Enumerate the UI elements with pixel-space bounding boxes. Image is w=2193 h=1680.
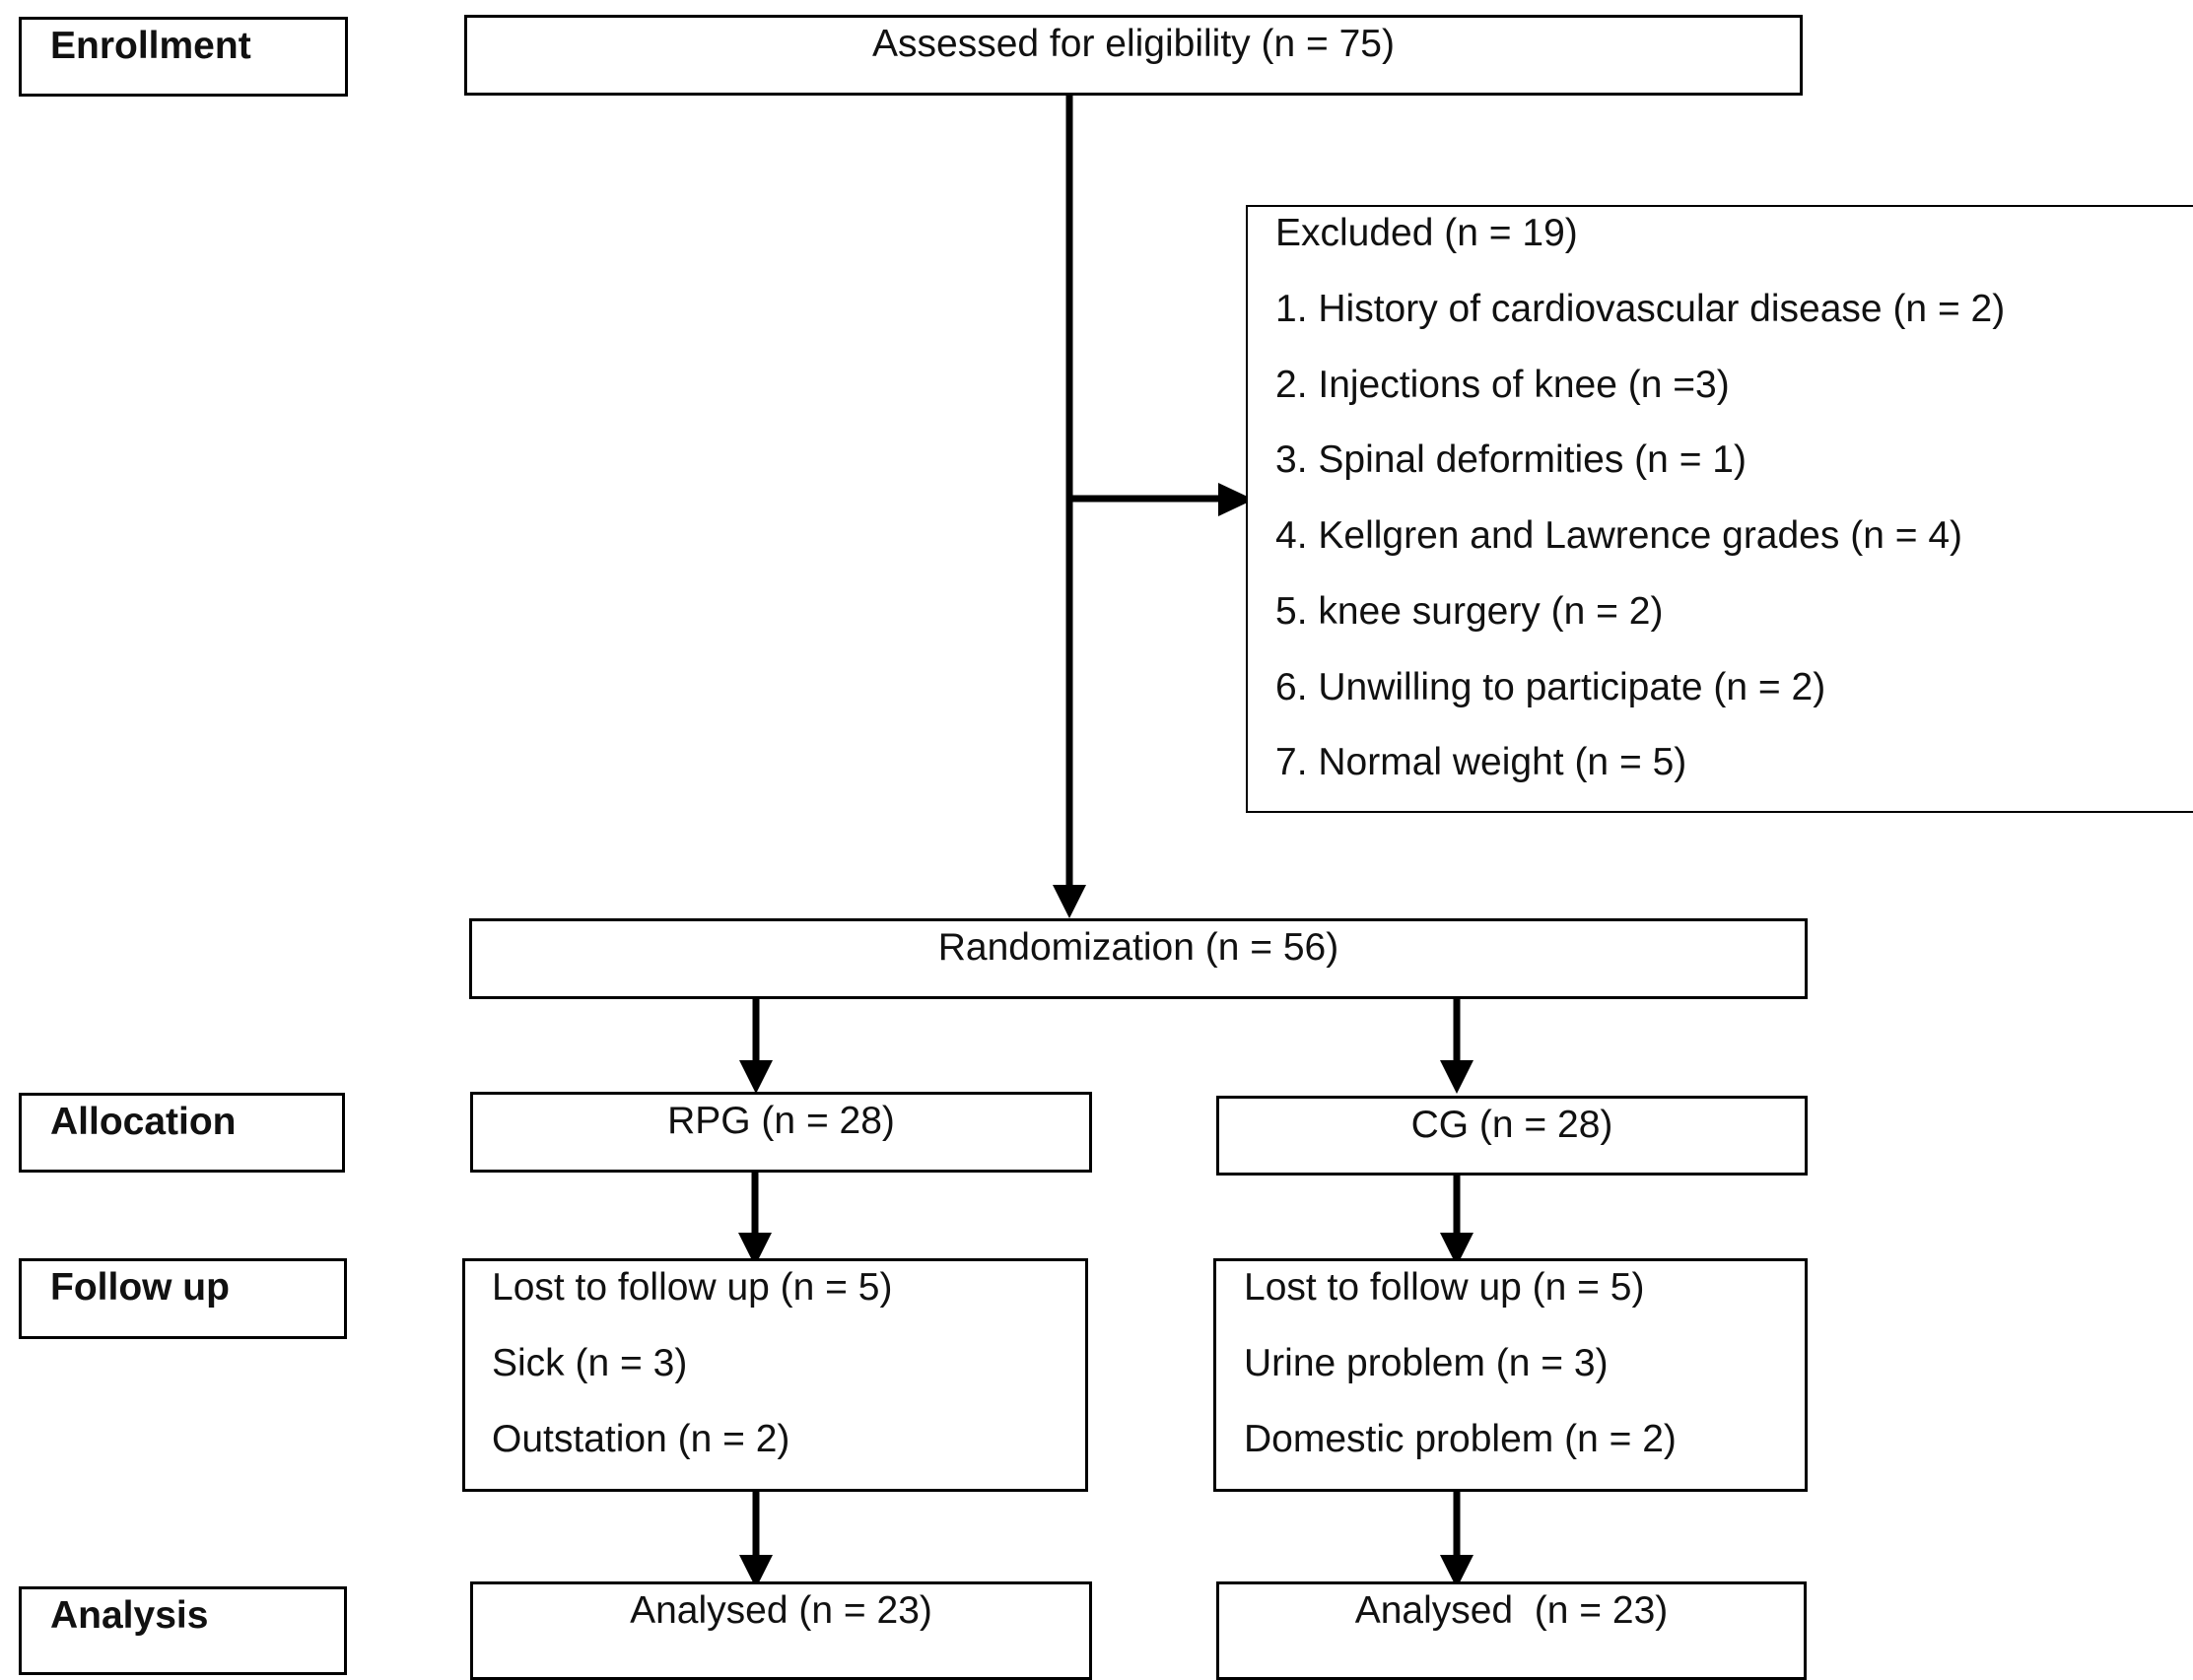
analysis-text-rpg: Analysed (n = 23) bbox=[630, 1589, 932, 1632]
randomization-box: Randomization (n = 56) bbox=[469, 918, 1808, 999]
stage-enrollment: Enrollment bbox=[19, 17, 348, 97]
excluded-box: Excluded (n = 19) 1. History of cardiova… bbox=[1246, 205, 2193, 813]
excluded-item: 5. knee surgery (n = 2) bbox=[1275, 590, 1664, 633]
analysis-box-rpg: Analysed (n = 23) bbox=[470, 1581, 1092, 1680]
follow-up-item-cg: Urine problem (n = 3) bbox=[1244, 1342, 1609, 1384]
arrowhead-followup-cg bbox=[1440, 1233, 1473, 1266]
randomization-text: Randomization (n = 56) bbox=[937, 926, 1339, 969]
stage-enrollment-label: Enrollment bbox=[50, 25, 251, 67]
stage-follow-up: Follow up bbox=[19, 1258, 347, 1339]
stage-allocation-label: Allocation bbox=[50, 1101, 237, 1143]
stage-allocation: Allocation bbox=[19, 1093, 345, 1173]
allocation-text-rpg: RPG (n = 28) bbox=[667, 1100, 895, 1142]
arrowhead-cg bbox=[1440, 1060, 1473, 1094]
excluded-item: 7. Normal weight (n = 5) bbox=[1275, 741, 1687, 783]
follow-up-item-rpg: Lost to follow up (n = 5) bbox=[492, 1266, 893, 1309]
allocation-box-cg: CG (n = 28) bbox=[1216, 1096, 1808, 1176]
excluded-item: 1. History of cardiovascular disease (n … bbox=[1275, 288, 2006, 330]
arrowhead-followup-rpg bbox=[738, 1233, 772, 1266]
analysis-text-cg: Analysed (n = 23) bbox=[1354, 1589, 1669, 1632]
follow-up-box-rpg: Lost to follow up (n = 5) Sick (n = 3) O… bbox=[462, 1258, 1088, 1492]
follow-up-item-cg: Domestic problem (n = 2) bbox=[1244, 1418, 1677, 1460]
allocation-box-rpg: RPG (n = 28) bbox=[470, 1092, 1092, 1173]
arrowhead-excluded bbox=[1218, 483, 1254, 516]
allocation-text-cg: CG (n = 28) bbox=[1410, 1104, 1613, 1146]
arrowhead-rpg bbox=[739, 1060, 773, 1094]
follow-up-item-cg: Lost to follow up (n = 5) bbox=[1244, 1266, 1645, 1309]
follow-up-box-cg: Lost to follow up (n = 5) Urine problem … bbox=[1213, 1258, 1808, 1492]
stage-follow-up-label: Follow up bbox=[50, 1266, 230, 1309]
arrowhead-analysis-cg bbox=[1440, 1555, 1473, 1588]
stage-analysis: Analysis bbox=[19, 1586, 347, 1675]
excluded-item: 3. Spinal deformities (n = 1) bbox=[1275, 438, 1747, 481]
follow-up-item-rpg: Sick (n = 3) bbox=[492, 1342, 688, 1384]
excluded-item: 4. Kellgren and Lawrence grades (n = 4) bbox=[1275, 514, 1963, 557]
follow-up-item-rpg: Outstation (n = 2) bbox=[492, 1418, 790, 1460]
analysis-box-cg: Analysed (n = 23) bbox=[1216, 1581, 1807, 1680]
assessed-text: Assessed for eligibility (n = 75) bbox=[872, 23, 1395, 65]
assessed-box: Assessed for eligibility (n = 75) bbox=[464, 15, 1803, 96]
excluded-item: 2. Injections of knee (n =3) bbox=[1275, 364, 1730, 406]
stage-analysis-label: Analysis bbox=[50, 1594, 209, 1637]
excluded-item: 6. Unwilling to participate (n = 2) bbox=[1275, 666, 1826, 708]
arrowhead-randomization bbox=[1053, 885, 1086, 918]
excluded-title: Excluded (n = 19) bbox=[1275, 212, 1578, 254]
arrowhead-analysis-rpg bbox=[739, 1555, 773, 1588]
